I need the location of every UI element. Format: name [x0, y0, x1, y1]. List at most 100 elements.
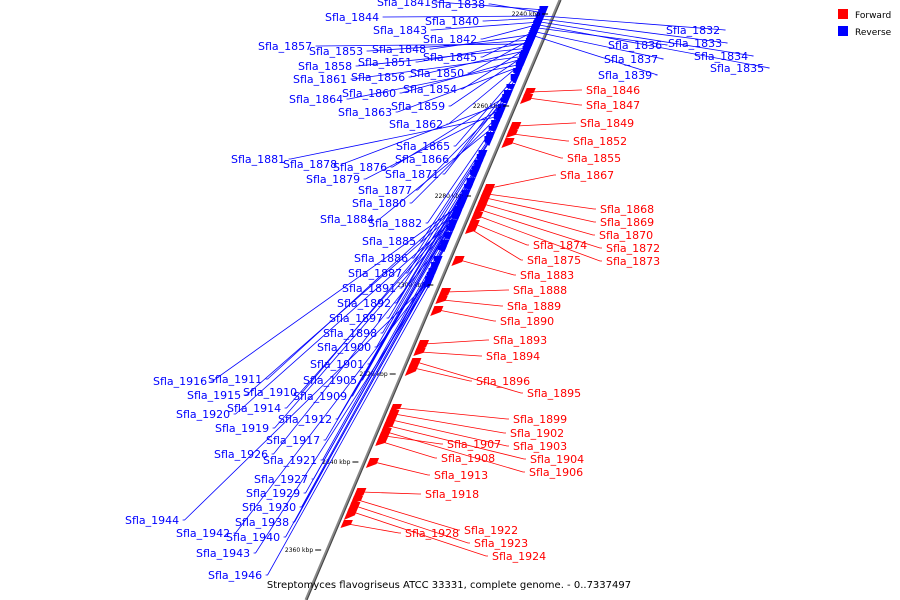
- gene-arrow-sfla-1843[interactable]: [534, 18, 544, 28]
- gene-label-sfla-1844[interactable]: Sfla_1844: [325, 11, 379, 24]
- gene-label-sfla-1875[interactable]: Sfla_1875: [527, 254, 581, 267]
- gene-arrow-sfla-1889[interactable]: [435, 296, 448, 304]
- gene-label-sfla-1899[interactable]: Sfla_1899: [513, 413, 567, 426]
- gene-label-sfla-1835[interactable]: Sfla_1835: [710, 62, 764, 75]
- gene-label-sfla-1893[interactable]: Sfla_1893: [493, 334, 547, 347]
- gene-label-sfla-1880[interactable]: Sfla_1880: [352, 197, 406, 210]
- gene-label-sfla-1927[interactable]: Sfla_1927: [254, 473, 308, 486]
- gene-label-sfla-1897[interactable]: Sfla_1897: [329, 312, 383, 325]
- gene-label-sfla-1938[interactable]: Sfla_1938: [235, 516, 289, 529]
- gene-label-sfla-1866[interactable]: Sfla_1866: [395, 153, 449, 166]
- gene-label-sfla-1854[interactable]: Sfla_1854: [403, 83, 457, 96]
- gene-label-sfla-1855[interactable]: Sfla_1855: [567, 152, 621, 165]
- gene-label-sfla-1881[interactable]: Sfla_1881: [231, 153, 285, 166]
- gene-label-sfla-1919[interactable]: Sfla_1919: [215, 422, 269, 435]
- gene-label-sfla-1832[interactable]: Sfla_1832: [666, 24, 720, 37]
- gene-label-sfla-1896[interactable]: Sfla_1896: [476, 375, 530, 388]
- gene-label-sfla-1840[interactable]: Sfla_1840: [425, 15, 479, 28]
- gene-label-sfla-1889[interactable]: Sfla_1889: [507, 300, 561, 313]
- gene-label-sfla-1864[interactable]: Sfla_1864: [289, 93, 343, 106]
- gene-label-sfla-1892[interactable]: Sfla_1892: [337, 297, 391, 310]
- gene-label-sfla-1918[interactable]: Sfla_1918: [425, 488, 479, 501]
- gene-label-sfla-1930[interactable]: Sfla_1930: [242, 501, 296, 514]
- gene-label-sfla-1946[interactable]: Sfla_1946: [208, 569, 262, 582]
- gene-label-sfla-1846[interactable]: Sfla_1846: [586, 84, 640, 97]
- gene-label-sfla-1907[interactable]: Sfla_1907: [447, 438, 501, 451]
- gene-label-sfla-1940[interactable]: Sfla_1940: [226, 531, 280, 544]
- gene-label-sfla-1853[interactable]: Sfla_1853: [309, 45, 363, 58]
- gene-label-sfla-1873[interactable]: Sfla_1873: [606, 255, 660, 268]
- gene-label-sfla-1847[interactable]: Sfla_1847: [586, 99, 640, 112]
- gene-label-sfla-1879[interactable]: Sfla_1879: [306, 173, 360, 186]
- gene-label-sfla-1860[interactable]: Sfla_1860: [342, 87, 396, 100]
- gene-arrow-sfla-1885[interactable]: [488, 126, 498, 132]
- gene-label-sfla-1851[interactable]: Sfla_1851: [358, 56, 412, 69]
- gene-label-sfla-1842[interactable]: Sfla_1842: [423, 33, 477, 46]
- gene-arrow-sfla-1858[interactable]: [523, 44, 533, 50]
- gene-label-sfla-1909[interactable]: Sfla_1909: [293, 390, 347, 403]
- gene-arrow-sfla-1873[interactable]: [470, 212, 484, 222]
- gene-label-sfla-1900[interactable]: Sfla_1900: [317, 341, 371, 354]
- gene-arrow-sfla-1896[interactable]: [404, 364, 419, 376]
- gene-label-sfla-1859[interactable]: Sfla_1859: [391, 100, 445, 113]
- gene-label-sfla-1834[interactable]: Sfla_1834: [694, 50, 748, 63]
- gene-label-sfla-1887[interactable]: Sfla_1887: [348, 267, 402, 280]
- gene-label-sfla-1872[interactable]: Sfla_1872: [606, 242, 660, 255]
- gene-label-sfla-1863[interactable]: Sfla_1863: [338, 106, 392, 119]
- gene-label-sfla-1843[interactable]: Sfla_1843: [373, 24, 427, 37]
- gene-arrow-sfla-1852[interactable]: [505, 130, 518, 138]
- gene-label-sfla-1849[interactable]: Sfla_1849: [580, 117, 634, 130]
- gene-label-sfla-1867[interactable]: Sfla_1867: [560, 169, 614, 182]
- gene-label-sfla-1878[interactable]: Sfla_1878: [283, 158, 337, 171]
- gene-arrow-sfla-1890[interactable]: [430, 306, 444, 316]
- gene-label-sfla-1877[interactable]: Sfla_1877: [358, 184, 412, 197]
- gene-label-sfla-1884[interactable]: Sfla_1884: [320, 213, 374, 226]
- gene-label-sfla-1905[interactable]: Sfla_1905: [303, 374, 357, 387]
- gene-label-sfla-1869[interactable]: Sfla_1869: [600, 216, 654, 229]
- gene-label-sfla-1920[interactable]: Sfla_1920: [176, 408, 230, 421]
- gene-label-sfla-1914[interactable]: Sfla_1914: [227, 402, 281, 415]
- gene-label-sfla-1890[interactable]: Sfla_1890: [500, 315, 554, 328]
- gene-label-sfla-1868[interactable]: Sfla_1868: [600, 203, 654, 216]
- gene-arrow-sfla-1928[interactable]: [340, 520, 353, 528]
- gene-label-sfla-1856[interactable]: Sfla_1856: [351, 71, 405, 84]
- gene-label-sfla-1911[interactable]: Sfla_1911: [208, 373, 262, 386]
- gene-arrow-sfla-1883[interactable]: [451, 256, 465, 266]
- gene-label-sfla-1883[interactable]: Sfla_1883: [520, 269, 574, 282]
- gene-label-sfla-1926[interactable]: Sfla_1926: [214, 448, 268, 461]
- gene-label-sfla-1882[interactable]: Sfla_1882: [368, 217, 422, 230]
- gene-label-sfla-1894[interactable]: Sfla_1894: [486, 350, 540, 363]
- gene-label-sfla-1929[interactable]: Sfla_1929: [246, 487, 300, 500]
- gene-label-sfla-1874[interactable]: Sfla_1874: [533, 239, 587, 252]
- gene-label-sfla-1841[interactable]: Sfla_1841: [377, 0, 431, 9]
- gene-label-sfla-1838[interactable]: Sfla_1838: [431, 0, 485, 11]
- gene-arrow-sfla-1913[interactable]: [365, 458, 380, 468]
- gene-label-sfla-1861[interactable]: Sfla_1861: [293, 73, 347, 86]
- gene-label-sfla-1917[interactable]: Sfla_1917: [266, 434, 320, 447]
- gene-label-sfla-1916[interactable]: Sfla_1916: [153, 375, 207, 388]
- gene-label-sfla-1922[interactable]: Sfla_1922: [464, 524, 518, 537]
- gene-arrow-sfla-1894[interactable]: [413, 348, 426, 356]
- gene-label-sfla-1895[interactable]: Sfla_1895: [527, 387, 581, 400]
- gene-label-sfla-1906[interactable]: Sfla_1906: [529, 466, 583, 479]
- gene-label-sfla-1848[interactable]: Sfla_1848: [372, 43, 426, 56]
- gene-arrow-sfla-1855[interactable]: [501, 138, 515, 148]
- gene-label-sfla-1888[interactable]: Sfla_1888: [513, 284, 567, 297]
- gene-label-sfla-1833[interactable]: Sfla_1833: [668, 37, 722, 50]
- gene-label-sfla-1921[interactable]: Sfla_1921: [263, 454, 317, 467]
- gene-label-sfla-1903[interactable]: Sfla_1903: [513, 440, 567, 453]
- gene-label-sfla-1898[interactable]: Sfla_1898: [323, 327, 377, 340]
- gene-label-sfla-1850[interactable]: Sfla_1850: [410, 67, 464, 80]
- gene-label-sfla-1845[interactable]: Sfla_1845: [423, 51, 477, 64]
- gene-arrow-sfla-1841[interactable]: [539, 6, 549, 12]
- gene-label-sfla-1908[interactable]: Sfla_1908: [441, 452, 495, 465]
- gene-arrow-sfla-1864[interactable]: [516, 60, 526, 66]
- gene-label-sfla-1928[interactable]: Sfla_1928: [405, 527, 459, 540]
- gene-label-sfla-1904[interactable]: Sfla_1904: [530, 453, 584, 466]
- gene-label-sfla-1915[interactable]: Sfla_1915: [187, 389, 241, 402]
- gene-label-sfla-1942[interactable]: Sfla_1942: [176, 527, 230, 540]
- gene-label-sfla-1944[interactable]: Sfla_1944: [125, 514, 179, 527]
- gene-label-sfla-1839[interactable]: Sfla_1839: [598, 69, 652, 82]
- gene-label-sfla-1885[interactable]: Sfla_1885: [362, 235, 416, 248]
- gene-arrow-sfla-1875[interactable]: [464, 226, 478, 234]
